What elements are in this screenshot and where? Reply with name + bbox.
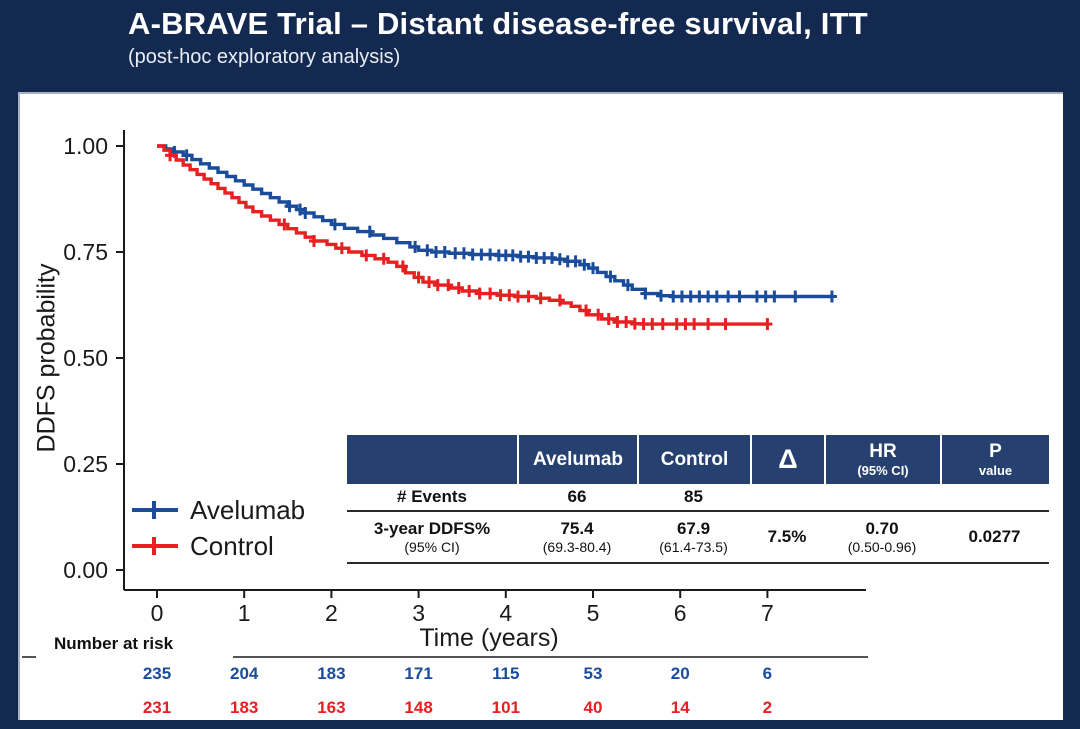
events-pvalue-cell <box>940 484 1049 510</box>
events-control-cell: 85 <box>684 487 703 507</box>
risk-value-control: 2 <box>763 698 772 717</box>
avelumab-censor-marker-icon <box>132 501 178 519</box>
y-tick-label: 1.00 <box>63 133 108 159</box>
km-curve-avelumab <box>157 144 832 299</box>
results-row-events: # Events 66 85 <box>347 484 1049 512</box>
ddfs-label-cell: 3-year DDFS% (95% CI) <box>373 519 491 555</box>
y-tick-label: 0.75 <box>63 239 108 265</box>
risk-value-control: 14 <box>671 698 690 717</box>
ddfs-hr-cell: 0.70 (0.50-0.96) <box>847 519 917 555</box>
risk-value-control: 101 <box>492 698 520 717</box>
events-hr-cell <box>824 484 940 510</box>
header-cell-hr: HR (95% CI) <box>824 435 940 484</box>
risk-value-avelumab: 20 <box>671 664 690 683</box>
legend-item-control: Control <box>132 528 305 564</box>
x-tick-label: 6 <box>674 600 687 626</box>
km-plot-canvas: 0.00 0.25 0.50 0.75 1.00 0 1 2 3 4 5 6 7 235 204 183 171… <box>22 130 868 717</box>
events-avelumab-cell: 66 <box>567 487 587 507</box>
slide-title: A-BRAVE Trial – Distant disease-free sur… <box>128 6 868 41</box>
ddfs-delta-cell: 7.5% <box>767 527 807 547</box>
control-censor-marker-icon <box>132 537 178 555</box>
y-axis-title: DDFS probability <box>32 263 61 453</box>
ddfs-avelumab-cell: 75.4 (69.3-80.4) <box>542 519 612 555</box>
risk-value-avelumab: 171 <box>404 664 432 683</box>
risk-value-control: 40 <box>584 698 603 717</box>
x-tick-label: 4 <box>499 600 512 626</box>
x-tick-label: 1 <box>238 600 251 626</box>
results-row-ddfs: 3-year DDFS% (95% CI) 75.4 (69.3-80.4) 6… <box>347 512 1049 564</box>
ddfs-pvalue-cell: 0.0277 <box>968 527 1021 547</box>
x-tick-label: 0 <box>151 600 164 626</box>
ddfs-control-cell: 67.9 (61.4-73.5) <box>659 519 728 555</box>
risk-value-avelumab: 204 <box>230 664 259 683</box>
y-tick-label: 0.50 <box>63 345 108 371</box>
risk-value-control: 183 <box>230 698 258 717</box>
risk-value-control: 163 <box>317 698 345 717</box>
x-tick-label: 7 <box>761 600 774 626</box>
header-cell-delta: Δ <box>750 435 824 484</box>
header-cell-avelumab: Avelumab <box>517 435 637 484</box>
events-label-cell: # Events <box>397 487 467 507</box>
risk-value-control: 148 <box>404 698 432 717</box>
y-tick-label: 0.00 <box>63 557 108 583</box>
risk-value-avelumab: 6 <box>763 664 772 683</box>
events-delta-cell <box>750 484 824 510</box>
risk-value-avelumab: 115 <box>492 664 519 683</box>
x-tick-label: 5 <box>587 600 600 626</box>
number-at-risk-label: Number at risk <box>54 634 174 653</box>
y-tick-label: 0.25 <box>63 451 108 477</box>
legend-item-avelumab: Avelumab <box>132 492 305 528</box>
risk-value-avelumab: 235 <box>143 664 171 683</box>
legend-label-avelumab: Avelumab <box>190 494 306 525</box>
risk-value-control: 231 <box>143 698 171 717</box>
legend-label-control: Control <box>190 530 274 561</box>
risk-value-avelumab: 183 <box>317 664 345 683</box>
x-tick-label: 2 <box>325 600 338 626</box>
chart-card: 0.00 0.25 0.50 0.75 1.00 0 1 2 3 4 5 6 7 235 204 183 171… <box>18 92 1063 720</box>
x-axis-title: Time (years) <box>419 624 559 652</box>
slide-subtitle: (post-hoc exploratory analysis) <box>128 46 401 68</box>
x-tick-label: 3 <box>412 600 425 626</box>
header-cell-empty <box>347 435 517 484</box>
risk-value-avelumab: 53 <box>584 664 603 683</box>
header-cell-control: Control <box>637 435 750 484</box>
chart-legend: Avelumab Control <box>132 492 305 564</box>
